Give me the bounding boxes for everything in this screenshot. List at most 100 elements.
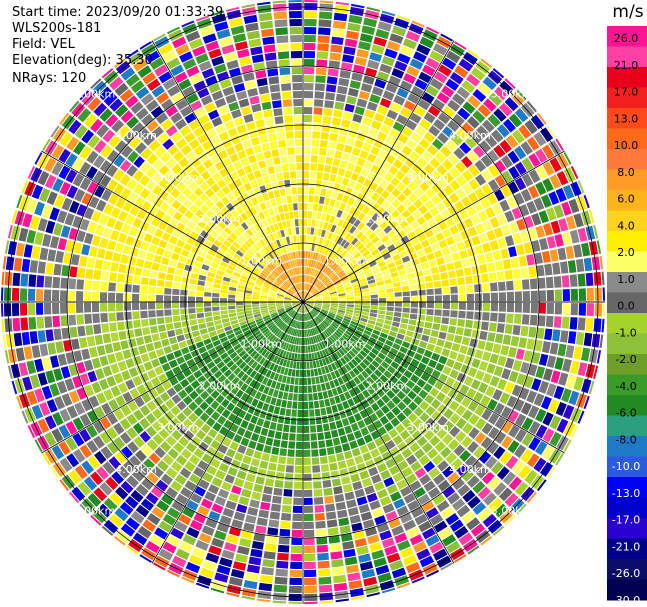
range-gate	[419, 36, 435, 49]
range-gate	[321, 291, 329, 295]
range-gate	[316, 245, 321, 253]
range-gate	[335, 350, 343, 358]
range-gate	[288, 593, 302, 601]
range-gate	[211, 537, 225, 548]
range-gate	[445, 78, 460, 91]
range-gate	[422, 29, 438, 42]
range-gate	[457, 107, 471, 120]
range-gate	[389, 33, 404, 44]
range-gate	[300, 313, 302, 321]
range-gate	[401, 466, 413, 478]
range-gate	[356, 192, 365, 202]
range-gate	[202, 560, 217, 571]
range-gate	[299, 329, 302, 337]
range-gate	[193, 407, 204, 417]
range-gate	[271, 446, 280, 455]
range-gate	[314, 279, 319, 286]
range-gate	[502, 118, 516, 133]
range-gate	[284, 384, 290, 392]
range-gate	[158, 548, 174, 561]
range-gate	[277, 340, 283, 348]
range-gate	[307, 377, 312, 385]
range-gate	[198, 479, 210, 490]
range-gate	[383, 225, 393, 234]
range-gate	[436, 257, 445, 266]
range-gate	[154, 527, 169, 540]
range-gate	[211, 477, 223, 488]
range-gate	[366, 257, 375, 264]
range-gate	[351, 237, 359, 246]
range-gate	[560, 261, 569, 274]
range-gate	[358, 258, 366, 265]
range-gate	[188, 401, 198, 412]
range-gate	[244, 412, 253, 422]
range-gate	[377, 244, 386, 252]
range-gate	[441, 348, 451, 357]
range-gate	[294, 465, 303, 473]
range-gate	[402, 307, 410, 313]
range-gate	[510, 257, 520, 268]
range-gate	[536, 479, 547, 492]
range-gate	[396, 181, 407, 192]
range-gate	[305, 294, 312, 300]
range-gate	[146, 513, 161, 526]
range-gate	[114, 507, 129, 522]
range-gate	[347, 88, 359, 97]
range-gate	[350, 278, 358, 284]
range-gate	[524, 469, 538, 485]
range-gate	[318, 272, 324, 280]
range-gate	[370, 164, 380, 174]
range-gate	[303, 489, 313, 497]
range-gate	[303, 481, 312, 489]
range-gate	[497, 213, 508, 226]
range-gate	[338, 248, 345, 256]
range-gate	[384, 239, 393, 248]
range-gate	[314, 303, 322, 306]
range-gate	[405, 330, 414, 338]
range-gate	[502, 259, 512, 270]
range-gate	[303, 369, 307, 377]
range-gate	[337, 309, 345, 313]
range-gate	[340, 62, 353, 71]
range-gate	[338, 272, 346, 278]
range-gate	[386, 552, 401, 564]
range-gate	[374, 226, 383, 235]
range-gate	[497, 355, 507, 367]
range-gate	[493, 227, 504, 239]
range-gate	[535, 366, 546, 379]
range-gate	[287, 449, 295, 457]
range-gate	[481, 471, 495, 485]
range-gate	[374, 240, 383, 248]
range-gate	[303, 425, 310, 433]
range-gate	[328, 535, 341, 544]
colorbar-tick-label: 10.0	[614, 139, 639, 152]
range-gate	[327, 259, 333, 267]
range-gate	[285, 408, 292, 417]
range-gate	[514, 444, 527, 459]
range-gate	[268, 344, 275, 352]
range-gate	[499, 392, 510, 405]
range-gate	[219, 557, 233, 568]
range-gate	[506, 196, 518, 209]
range-gate	[544, 328, 553, 341]
range-gate	[414, 78, 428, 91]
range-gate	[350, 320, 358, 326]
range-gate	[399, 346, 408, 354]
range-gate	[521, 432, 534, 447]
range-gate	[316, 424, 323, 433]
range-gate	[492, 525, 505, 536]
range-gate	[508, 166, 520, 180]
range-gate	[291, 369, 296, 377]
range-gate	[494, 160, 507, 173]
range-gate	[290, 377, 295, 385]
range-gate	[416, 216, 426, 226]
range-gate	[549, 342, 559, 355]
range-gate	[281, 432, 289, 441]
range-gate	[288, 310, 295, 316]
range-gate	[458, 58, 474, 72]
range-gate	[588, 348, 599, 363]
range-gate	[303, 259, 306, 266]
range-gate	[454, 525, 469, 539]
range-gate	[452, 213, 463, 224]
range-gate	[474, 432, 487, 445]
